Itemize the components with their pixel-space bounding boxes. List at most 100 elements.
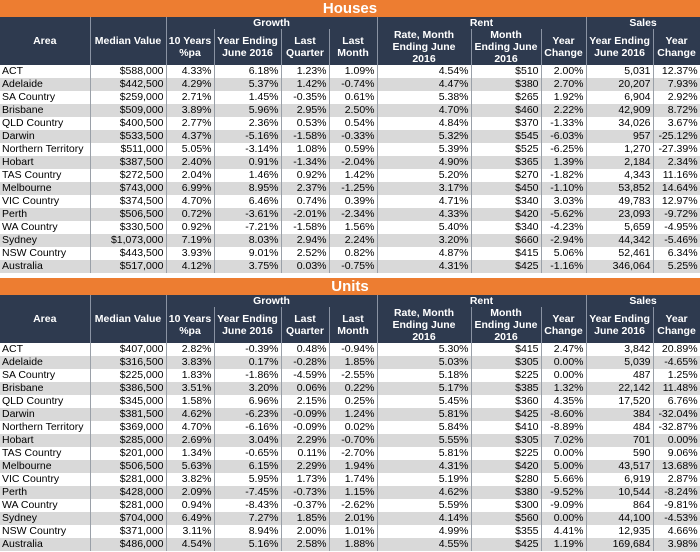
houses-cell-last-month: 2.50% [329,104,378,117]
units-cell-median-value: $381,500 [90,408,167,421]
houses-cell-median-value: $588,000 [90,65,167,78]
units-cell-last-quarter: -0.37% [281,499,330,512]
houses-cell-year-ending: 1.46% [214,169,282,182]
houses-cell-median-value: $533,500 [90,130,167,143]
units-cell-median-value: $201,000 [90,447,167,460]
units-cell-last-quarter: 2.58% [281,538,330,551]
units-cell-last-month: 0.02% [329,421,378,434]
units-cell-rent-rate: 5.03% [377,356,472,369]
houses-cell-sales-year-change: 11.16% [653,169,700,182]
houses-section: Houses Area Median Value Growth Rent Sal… [0,0,700,273]
table-row: ACT $588,000 4.33% 6.18% 1.23% 1.09% 4.54% $510… [0,65,700,78]
houses-median-value-header: Median Value [90,17,167,65]
houses-table-body: ACT $588,000 4.33% 6.18% 1.23% 1.09% 4.54% $510… [0,65,700,273]
houses-cell-median-value: $509,000 [90,104,167,117]
houses-last-quarter-header: Last Quarter [281,29,330,65]
units-cell-last-month: 1.74% [329,473,378,486]
units-cell-rent-year-change: -8.89% [541,421,587,434]
units-rent-rate-header: Rate, Month Ending June 2016 [377,307,472,343]
houses-cell-ten-years: 7.19% [166,234,215,247]
table-row: Melbourne $743,000 6.99% 8.95% 2.37% -1.25% 3.… [0,182,700,195]
houses-cell-year-ending: 6.18% [214,65,282,78]
units-table-body: ACT $407,000 2.82% -0.39% 0.48% -0.94% 5.30% $4… [0,343,700,551]
units-cell-area: Adelaide [0,356,91,369]
units-cell-last-month: -2.62% [329,499,378,512]
units-cell-rent-year-change: 7.02% [541,434,587,447]
houses-cell-ten-years: 2.77% [166,117,215,130]
houses-cell-year-ending: 0.91% [214,156,282,169]
houses-cell-ten-years: 2.40% [166,156,215,169]
table-row: Australia $486,000 4.54% 5.16% 2.58% 1.88% 4.5… [0,538,700,551]
houses-cell-rent-year-change: -2.94% [541,234,587,247]
table-row: Australia $517,000 4.12% 3.75% 0.03% -0.75% 4.… [0,260,700,273]
houses-cell-rent-year-change: -6.03% [541,130,587,143]
units-cell-year-ending: -1.86% [214,369,282,382]
units-cell-rent-rate: 5.81% [377,447,472,460]
houses-cell-last-quarter: 2.94% [281,234,330,247]
houses-cell-last-month: -2.04% [329,156,378,169]
houses-cell-last-month: 1.56% [329,221,378,234]
houses-cell-last-month: -0.33% [329,130,378,143]
houses-year-ending-header: Year Ending June 2016 [214,29,282,65]
units-cell-rent-year-change: 0.00% [541,356,587,369]
units-cell-rent-month-ending: $225 [471,447,542,460]
houses-cell-rent-year-change: 1.39% [541,156,587,169]
units-cell-median-value: $386,500 [90,382,167,395]
houses-cell-last-quarter: 2.52% [281,247,330,260]
units-cell-rent-month-ending: $425 [471,538,542,551]
houses-cell-median-value: $506,500 [90,208,167,221]
houses-cell-sales-year-ending: 49,783 [586,195,654,208]
units-cell-sales-year-change: 2.87% [653,473,700,486]
units-cell-rent-month-ending: $385 [471,382,542,395]
houses-area-header: Area [0,17,91,65]
units-cell-area: Northern Territory [0,421,91,434]
houses-cell-median-value: $400,500 [90,117,167,130]
houses-cell-last-month: 0.54% [329,117,378,130]
houses-cell-rent-month-ending: $425 [471,260,542,273]
houses-cell-median-value: $259,000 [90,91,167,104]
houses-rent-group-header: Rent [377,17,587,29]
table-row: QLD Country $345,000 1.58% 6.96% 2.15% 0.25% 5… [0,395,700,408]
houses-cell-area: Adelaide [0,78,91,91]
houses-cell-sales-year-change: -27.39% [653,143,700,156]
houses-cell-year-ending: 8.03% [214,234,282,247]
houses-cell-ten-years: 4.70% [166,195,215,208]
houses-cell-median-value: $743,000 [90,182,167,195]
houses-rent-rate-header: Rate, Month Ending June 2016 [377,29,472,65]
houses-cell-ten-years: 3.89% [166,104,215,117]
units-rent-group-header: Rent [377,295,587,307]
units-cell-median-value: $316,500 [90,356,167,369]
units-cell-sales-year-change: 9.06% [653,447,700,460]
units-cell-year-ending: 0.17% [214,356,282,369]
houses-cell-rent-month-ending: $340 [471,195,542,208]
units-cell-rent-year-change: 2.47% [541,343,587,356]
houses-column-header-row: 10 Years %pa Year Ending June 2016 Last … [0,29,700,65]
houses-cell-year-ending: -5.16% [214,130,282,143]
units-banner: Units [0,278,700,295]
houses-cell-median-value: $330,500 [90,221,167,234]
houses-cell-last-month: 0.59% [329,143,378,156]
houses-cell-ten-years: 6.99% [166,182,215,195]
houses-cell-year-ending: 1.45% [214,91,282,104]
units-last-quarter-header: Last Quarter [281,307,330,343]
houses-cell-last-quarter: 0.03% [281,260,330,273]
units-cell-last-quarter: 2.29% [281,434,330,447]
units-cell-last-quarter: 2.15% [281,395,330,408]
houses-cell-area: VIC Country [0,195,91,208]
houses-cell-area: Hobart [0,156,91,169]
houses-cell-sales-year-change: 3.67% [653,117,700,130]
table-row: WA Country $330,500 0.92% -7.21% -1.58% 1.56%… [0,221,700,234]
units-cell-rent-year-change: 5.66% [541,473,587,486]
units-cell-ten-years: 1.58% [166,395,215,408]
houses-cell-rent-year-change: 1.92% [541,91,587,104]
units-cell-rent-year-change: 4.41% [541,525,587,538]
houses-cell-last-quarter: 1.42% [281,78,330,91]
houses-table: Area Median Value Growth Rent Sales 10 Y… [0,17,700,273]
units-cell-sales-year-ending: 10,544 [586,486,654,499]
units-cell-ten-years: 2.82% [166,343,215,356]
houses-cell-sales-year-ending: 52,461 [586,247,654,260]
houses-cell-sales-year-ending: 346,064 [586,260,654,273]
units-cell-median-value: $371,000 [90,525,167,538]
houses-cell-sales-year-change: 7.93% [653,78,700,91]
houses-cell-last-quarter: 0.53% [281,117,330,130]
